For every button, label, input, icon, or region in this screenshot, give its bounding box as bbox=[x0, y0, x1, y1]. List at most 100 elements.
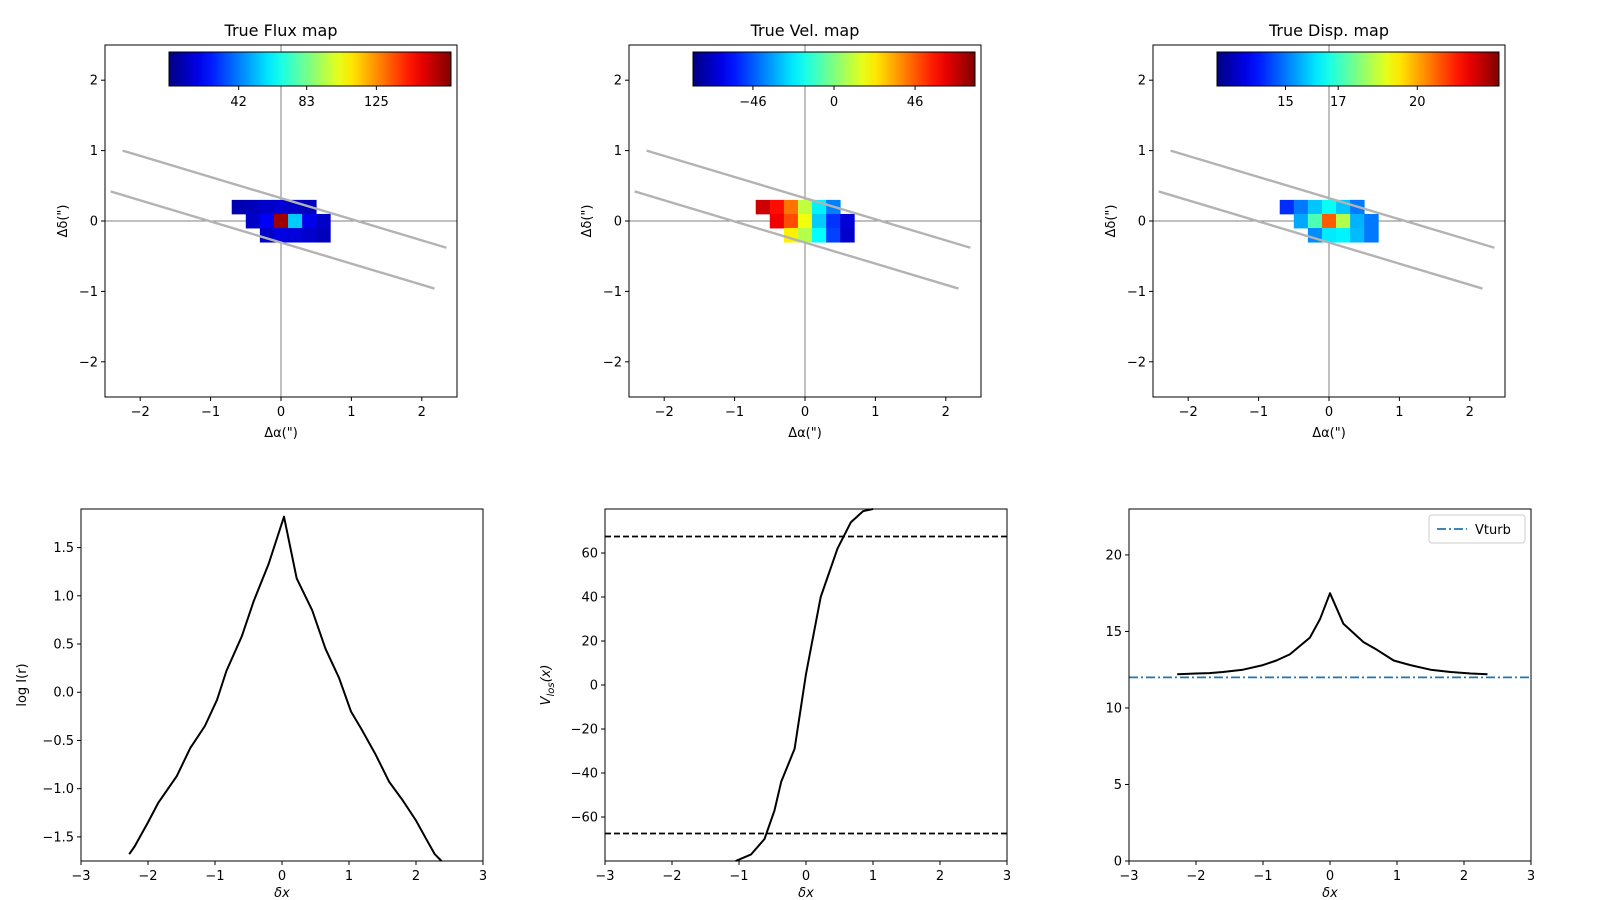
axes-frame bbox=[80, 508, 484, 862]
axes-frame bbox=[604, 508, 1008, 862]
y-axis-label: Δδ(") bbox=[1104, 205, 1119, 238]
map-pixel bbox=[1364, 228, 1379, 243]
panel-2: True Vel. map −46 0 46 −2 −1 0 1 2 −2 −1 0 1 2 Δα(") Δδ… bbox=[580, 21, 982, 441]
map-pixel bbox=[812, 213, 827, 229]
map-pixel bbox=[302, 213, 317, 229]
legend-box bbox=[1428, 514, 1526, 544]
y-tick-label: −1 bbox=[79, 285, 98, 300]
x-axis-label: δx bbox=[798, 886, 814, 900]
y-tick-label: 0 bbox=[1114, 855, 1122, 870]
map-pixel bbox=[1293, 199, 1309, 215]
y-tick-label: −1 bbox=[603, 285, 622, 300]
y-tick-label: 0 bbox=[90, 215, 98, 230]
y-tick-label: 0 bbox=[590, 679, 598, 694]
y-tick-label: −2 bbox=[603, 355, 622, 370]
map-pixel bbox=[769, 213, 785, 229]
map-pixel bbox=[316, 228, 331, 243]
x-axis-label: δx bbox=[274, 886, 290, 900]
map-pixel bbox=[1307, 199, 1323, 215]
y-tick-label: −1.0 bbox=[42, 782, 74, 797]
panel-1: True Flux map 42 83 125 −2 −1 0 1 2 −2 −1 0 1 2 Δα(") Δ… bbox=[56, 21, 458, 441]
y-tick-label: 2 bbox=[90, 74, 98, 89]
x-tick-label: −1 bbox=[201, 405, 220, 420]
map-pixel bbox=[769, 199, 785, 215]
colorbar-tick-label: −46 bbox=[739, 95, 766, 110]
colorbar-tick-label: 17 bbox=[1330, 95, 1347, 110]
map-pixel bbox=[1321, 213, 1337, 229]
y-tick-label: 1.0 bbox=[53, 589, 74, 604]
x-tick-label: 1 bbox=[345, 869, 353, 884]
x-tick-label: 3 bbox=[479, 869, 487, 884]
map-pixel bbox=[1307, 213, 1323, 229]
series-line bbox=[128, 515, 443, 862]
map-pixel bbox=[826, 228, 841, 243]
x-tick-label: 3 bbox=[1527, 869, 1535, 884]
map-pixel bbox=[1364, 213, 1379, 229]
x-tick-label: 2 bbox=[1466, 405, 1474, 420]
map-pixel bbox=[826, 213, 841, 229]
series-line bbox=[1177, 592, 1488, 676]
x-tick-label: 2 bbox=[936, 869, 944, 884]
y-tick-label: 0.5 bbox=[53, 638, 74, 653]
map-pixel bbox=[840, 228, 855, 243]
y-tick-label: −0.5 bbox=[42, 734, 74, 749]
map-pixel bbox=[259, 199, 275, 215]
y-tick-label: −40 bbox=[571, 767, 598, 782]
x-tick-label: −1 bbox=[725, 405, 744, 420]
map-pixel bbox=[1350, 213, 1365, 229]
colorbar bbox=[168, 51, 452, 87]
x-tick-label: 0 bbox=[1325, 405, 1333, 420]
y-tick-label: −1.5 bbox=[42, 830, 74, 845]
map-pixel bbox=[273, 213, 289, 229]
y-tick-label: 0 bbox=[614, 215, 622, 230]
y-tick-label: 0.0 bbox=[53, 686, 74, 701]
slit-line bbox=[1158, 190, 1483, 290]
map-pixel bbox=[1336, 213, 1351, 229]
x-axis-label: Δα(") bbox=[1312, 426, 1346, 441]
x-tick-label: −2 bbox=[131, 405, 150, 420]
colorbar-tick-label: 20 bbox=[1409, 95, 1426, 110]
y-tick-label: 1 bbox=[614, 144, 622, 159]
map-pixel bbox=[231, 199, 247, 215]
map-pixel bbox=[259, 213, 275, 229]
map-pixel bbox=[1336, 228, 1351, 243]
x-tick-label: −1 bbox=[1249, 405, 1268, 420]
y-axis-label: Δδ(") bbox=[56, 205, 71, 238]
map-pixel bbox=[783, 199, 799, 215]
x-tick-label: 1 bbox=[347, 405, 355, 420]
map-pixel bbox=[797, 228, 813, 243]
x-axis-label: Δα(") bbox=[264, 426, 298, 441]
panel-5: −3 −2 −1 0 1 2 3 −60 −40 −20 0 20 40 60 δx Vlos(x) bbox=[539, 508, 1011, 900]
y-tick-label: −2 bbox=[79, 355, 98, 370]
map-pixel bbox=[1321, 199, 1337, 215]
x-tick-label: −3 bbox=[71, 869, 90, 884]
x-tick-label: 2 bbox=[418, 405, 426, 420]
slit-line bbox=[122, 149, 447, 249]
map-pixel bbox=[273, 199, 289, 215]
y-tick-label: 2 bbox=[614, 74, 622, 89]
colorbar-tick-label: 83 bbox=[298, 95, 315, 110]
panel-4: −3 −2 −1 0 1 2 3 −1.5 −1.0 −0.5 0.0 0.5 1.0 1.5 δx log … bbox=[15, 508, 487, 900]
x-axis-label: δx bbox=[1322, 886, 1338, 900]
axes-frame bbox=[1128, 508, 1532, 862]
colorbar-tick-label: 125 bbox=[364, 95, 389, 110]
colorbar-tick-label: 0 bbox=[830, 95, 838, 110]
map-pixel bbox=[783, 213, 799, 229]
y-tick-label: 1.5 bbox=[53, 541, 74, 556]
x-tick-label: −2 bbox=[1186, 869, 1205, 884]
x-tick-label: −2 bbox=[1179, 405, 1198, 420]
x-tick-label: 1 bbox=[1393, 869, 1401, 884]
x-tick-label: 3 bbox=[1003, 869, 1011, 884]
panel-6: −3 −2 −1 0 1 2 3 0 5 10 15 20 δx Vturb bbox=[1105, 508, 1535, 900]
map-pixel bbox=[302, 228, 317, 243]
map-pixel bbox=[245, 199, 261, 215]
slit-line bbox=[1170, 149, 1495, 249]
y-axis-label: Δδ(") bbox=[580, 205, 595, 238]
y-tick-label: 20 bbox=[581, 635, 598, 650]
x-tick-label: 2 bbox=[1460, 869, 1468, 884]
legend-label: Vturb bbox=[1475, 523, 1511, 538]
map-pixel bbox=[812, 228, 827, 243]
colorbar-tick-label: 46 bbox=[907, 95, 924, 110]
y-tick-label: 15 bbox=[1105, 625, 1122, 640]
y-tick-label: 1 bbox=[90, 144, 98, 159]
